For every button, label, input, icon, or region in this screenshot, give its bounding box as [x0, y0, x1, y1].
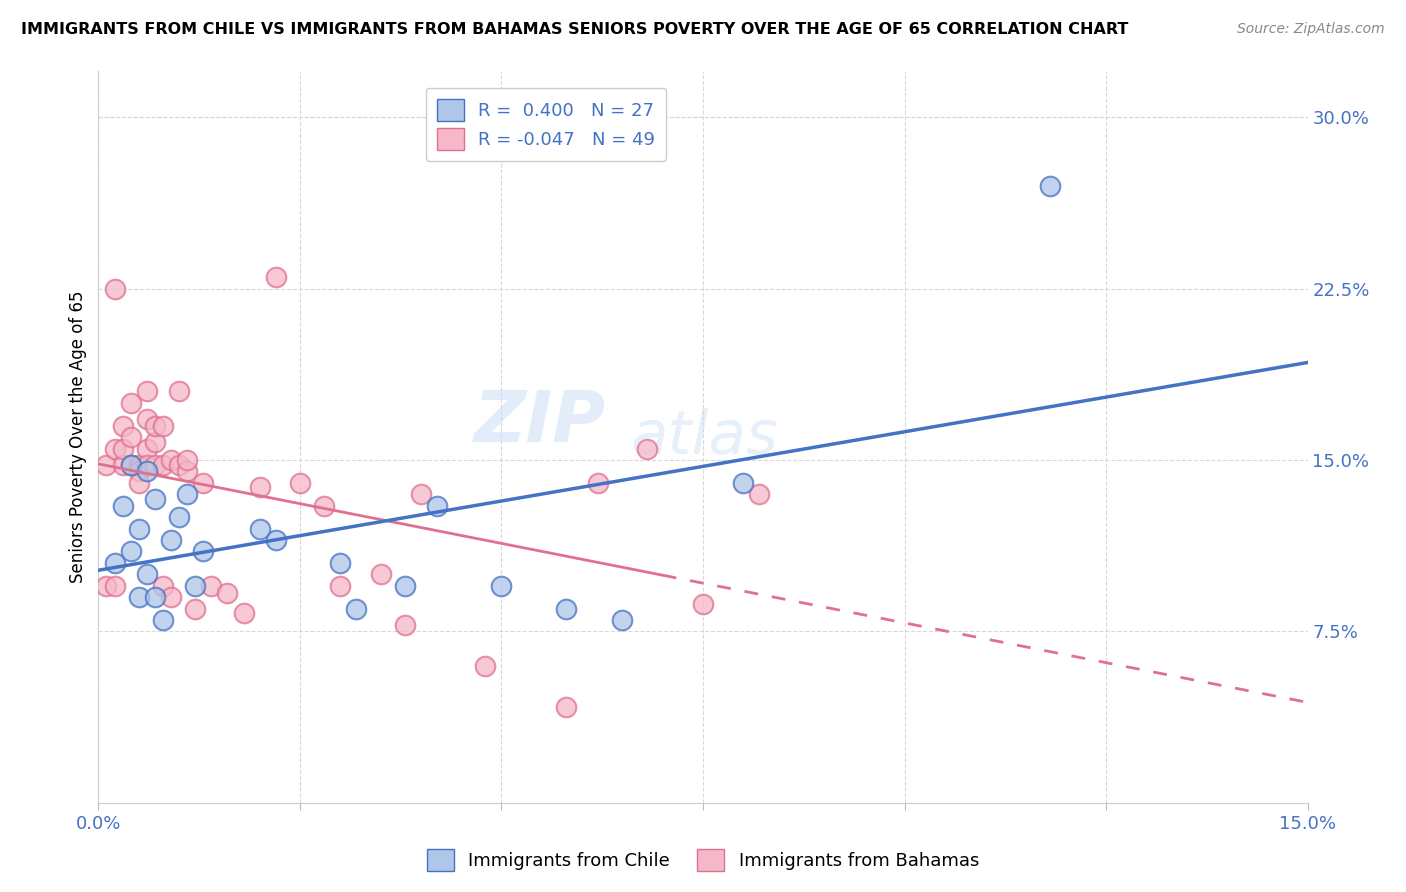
Point: [176, 453, 198, 467]
Point: [152, 579, 174, 593]
Point: [264, 533, 287, 547]
Point: [193, 544, 215, 558]
Point: [143, 491, 166, 506]
Point: [103, 556, 125, 570]
Point: [474, 658, 496, 673]
Point: [103, 281, 125, 295]
Point: [288, 475, 311, 490]
Point: [152, 418, 174, 433]
Point: [111, 442, 134, 456]
Point: [135, 442, 157, 456]
Text: ZIP: ZIP: [474, 388, 606, 457]
Point: [143, 434, 166, 449]
Legend: Immigrants from Chile, Immigrants from Bahamas: Immigrants from Chile, Immigrants from B…: [419, 842, 987, 879]
Point: [748, 487, 770, 501]
Point: [143, 590, 166, 604]
Point: [636, 442, 658, 456]
Point: [103, 579, 125, 593]
Point: [160, 533, 183, 547]
Point: [217, 585, 239, 599]
Point: [329, 556, 352, 570]
Point: [152, 613, 174, 627]
Point: [96, 458, 118, 472]
Point: [176, 464, 198, 478]
Point: [152, 458, 174, 472]
Point: [232, 606, 254, 620]
Point: [344, 601, 367, 615]
Point: [193, 475, 215, 490]
Point: [426, 499, 449, 513]
Point: [167, 510, 190, 524]
Point: [120, 396, 142, 410]
Point: [692, 597, 714, 611]
Point: [103, 442, 125, 456]
Point: [264, 270, 287, 285]
Point: [128, 475, 150, 490]
Point: [128, 521, 150, 535]
Point: [96, 579, 118, 593]
Point: [612, 613, 634, 627]
Point: [160, 590, 183, 604]
Point: [184, 579, 207, 593]
Point: [135, 412, 157, 426]
Point: [120, 430, 142, 444]
Point: [160, 453, 183, 467]
Legend: R =  0.400   N = 27, R = -0.047   N = 49: R = 0.400 N = 27, R = -0.047 N = 49: [426, 87, 666, 161]
Point: [249, 480, 271, 494]
Point: [491, 579, 513, 593]
Point: [329, 579, 352, 593]
Point: [586, 475, 609, 490]
Point: [409, 487, 432, 501]
Point: [143, 458, 166, 472]
Y-axis label: Seniors Poverty Over the Age of 65: Seniors Poverty Over the Age of 65: [69, 291, 87, 583]
Text: Source: ZipAtlas.com: Source: ZipAtlas.com: [1237, 22, 1385, 37]
Point: [120, 544, 142, 558]
Point: [184, 601, 207, 615]
Point: [135, 384, 157, 399]
Point: [555, 699, 578, 714]
Point: [120, 458, 142, 472]
Point: [135, 458, 157, 472]
Point: [128, 590, 150, 604]
Point: [135, 464, 157, 478]
Point: [314, 499, 336, 513]
Point: [176, 487, 198, 501]
Point: [370, 567, 392, 582]
Point: [111, 458, 134, 472]
Point: [128, 458, 150, 472]
Point: [120, 458, 142, 472]
Text: atlas: atlas: [630, 408, 779, 467]
Point: [200, 579, 222, 593]
Text: IMMIGRANTS FROM CHILE VS IMMIGRANTS FROM BAHAMAS SENIORS POVERTY OVER THE AGE OF: IMMIGRANTS FROM CHILE VS IMMIGRANTS FROM…: [21, 22, 1129, 37]
Point: [167, 458, 190, 472]
Point: [111, 418, 134, 433]
Point: [1039, 178, 1062, 193]
Point: [555, 601, 578, 615]
Point: [128, 464, 150, 478]
Point: [135, 567, 157, 582]
Point: [394, 579, 416, 593]
Point: [249, 521, 271, 535]
Point: [394, 617, 416, 632]
Point: [167, 384, 190, 399]
Point: [111, 499, 134, 513]
Point: [143, 418, 166, 433]
Point: [733, 475, 755, 490]
